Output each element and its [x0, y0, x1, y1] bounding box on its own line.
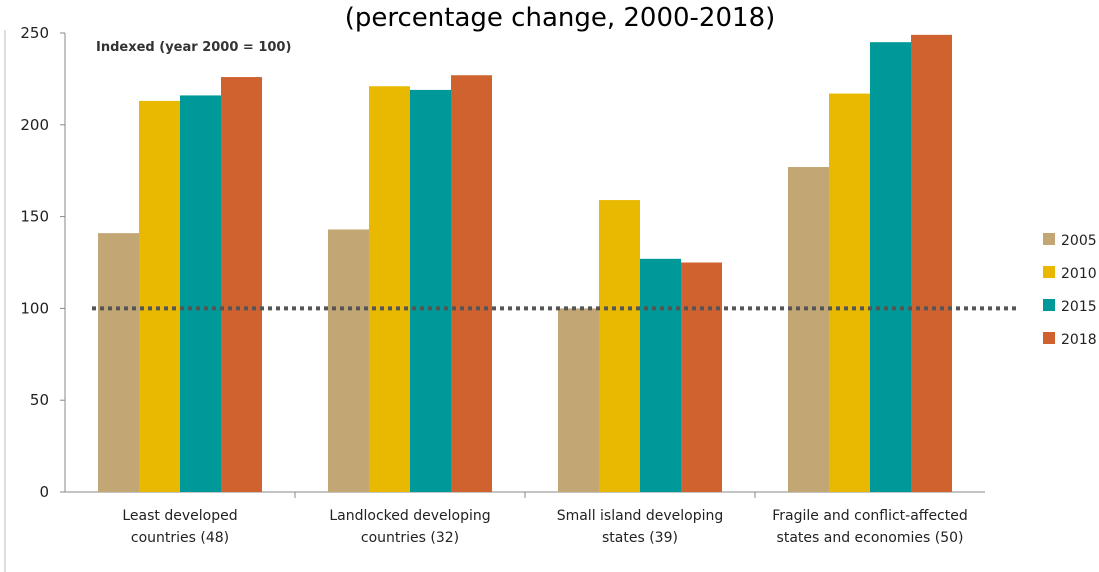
y-tick-label: 150 [20, 208, 49, 226]
chart-title: (percentage change, 2000-2018) [345, 3, 776, 33]
bar-2018-0 [221, 77, 262, 493]
legend-label-2015: 2015 [1061, 299, 1097, 315]
bar-2005-1 [328, 229, 369, 492]
x-category-label: countries (32) [361, 530, 459, 546]
legend: 2005 2010 2015 2018 [1043, 233, 1097, 348]
bar-2010-0 [139, 100, 180, 492]
legend-label-2018: 2018 [1061, 332, 1097, 348]
bar-2015-0 [180, 95, 221, 492]
bar-2015-3 [870, 42, 911, 493]
plot-area: 0 50 100 150 200 250 Least developed countries … [20, 24, 1020, 546]
x-category-label: Landlocked developing [329, 508, 490, 524]
x-category-label: countries (48) [131, 530, 229, 546]
legend-swatch-2010 [1043, 266, 1055, 278]
bar-2005-2 [558, 308, 599, 492]
bar-2018-3 [911, 34, 952, 492]
y-tick-label: 0 [39, 483, 49, 501]
x-category-label: Small island developing [557, 508, 724, 524]
index-annotation: Indexed (year 2000 = 100) [96, 40, 291, 55]
legend-label-2005: 2005 [1061, 233, 1097, 249]
x-category-label: Fragile and conflict-affected [772, 508, 968, 524]
bar-2005-0 [98, 233, 139, 492]
bar-2018-1 [451, 75, 492, 492]
legend-swatch-2018 [1043, 332, 1055, 344]
legend-swatch-2005 [1043, 233, 1055, 245]
y-tick-label: 50 [30, 391, 49, 409]
x-category-label: Least developed [122, 508, 237, 524]
bar-2010-1 [369, 86, 410, 492]
y-tick-label: 100 [20, 299, 49, 317]
y-tick-label: 200 [20, 116, 49, 134]
bar-2015-1 [410, 89, 451, 492]
bar-2005-3 [788, 167, 829, 492]
y-tick-label: 250 [20, 24, 49, 42]
bar-2015-2 [640, 258, 681, 492]
bar-2018-2 [681, 262, 722, 492]
x-category-label: states and economies (50) [777, 530, 964, 546]
x-category-label: states (39) [602, 530, 678, 546]
bar-2010-3 [829, 93, 870, 492]
legend-label-2010: 2010 [1061, 266, 1097, 282]
legend-swatch-2015 [1043, 299, 1055, 311]
bar-2010-2 [599, 200, 640, 493]
